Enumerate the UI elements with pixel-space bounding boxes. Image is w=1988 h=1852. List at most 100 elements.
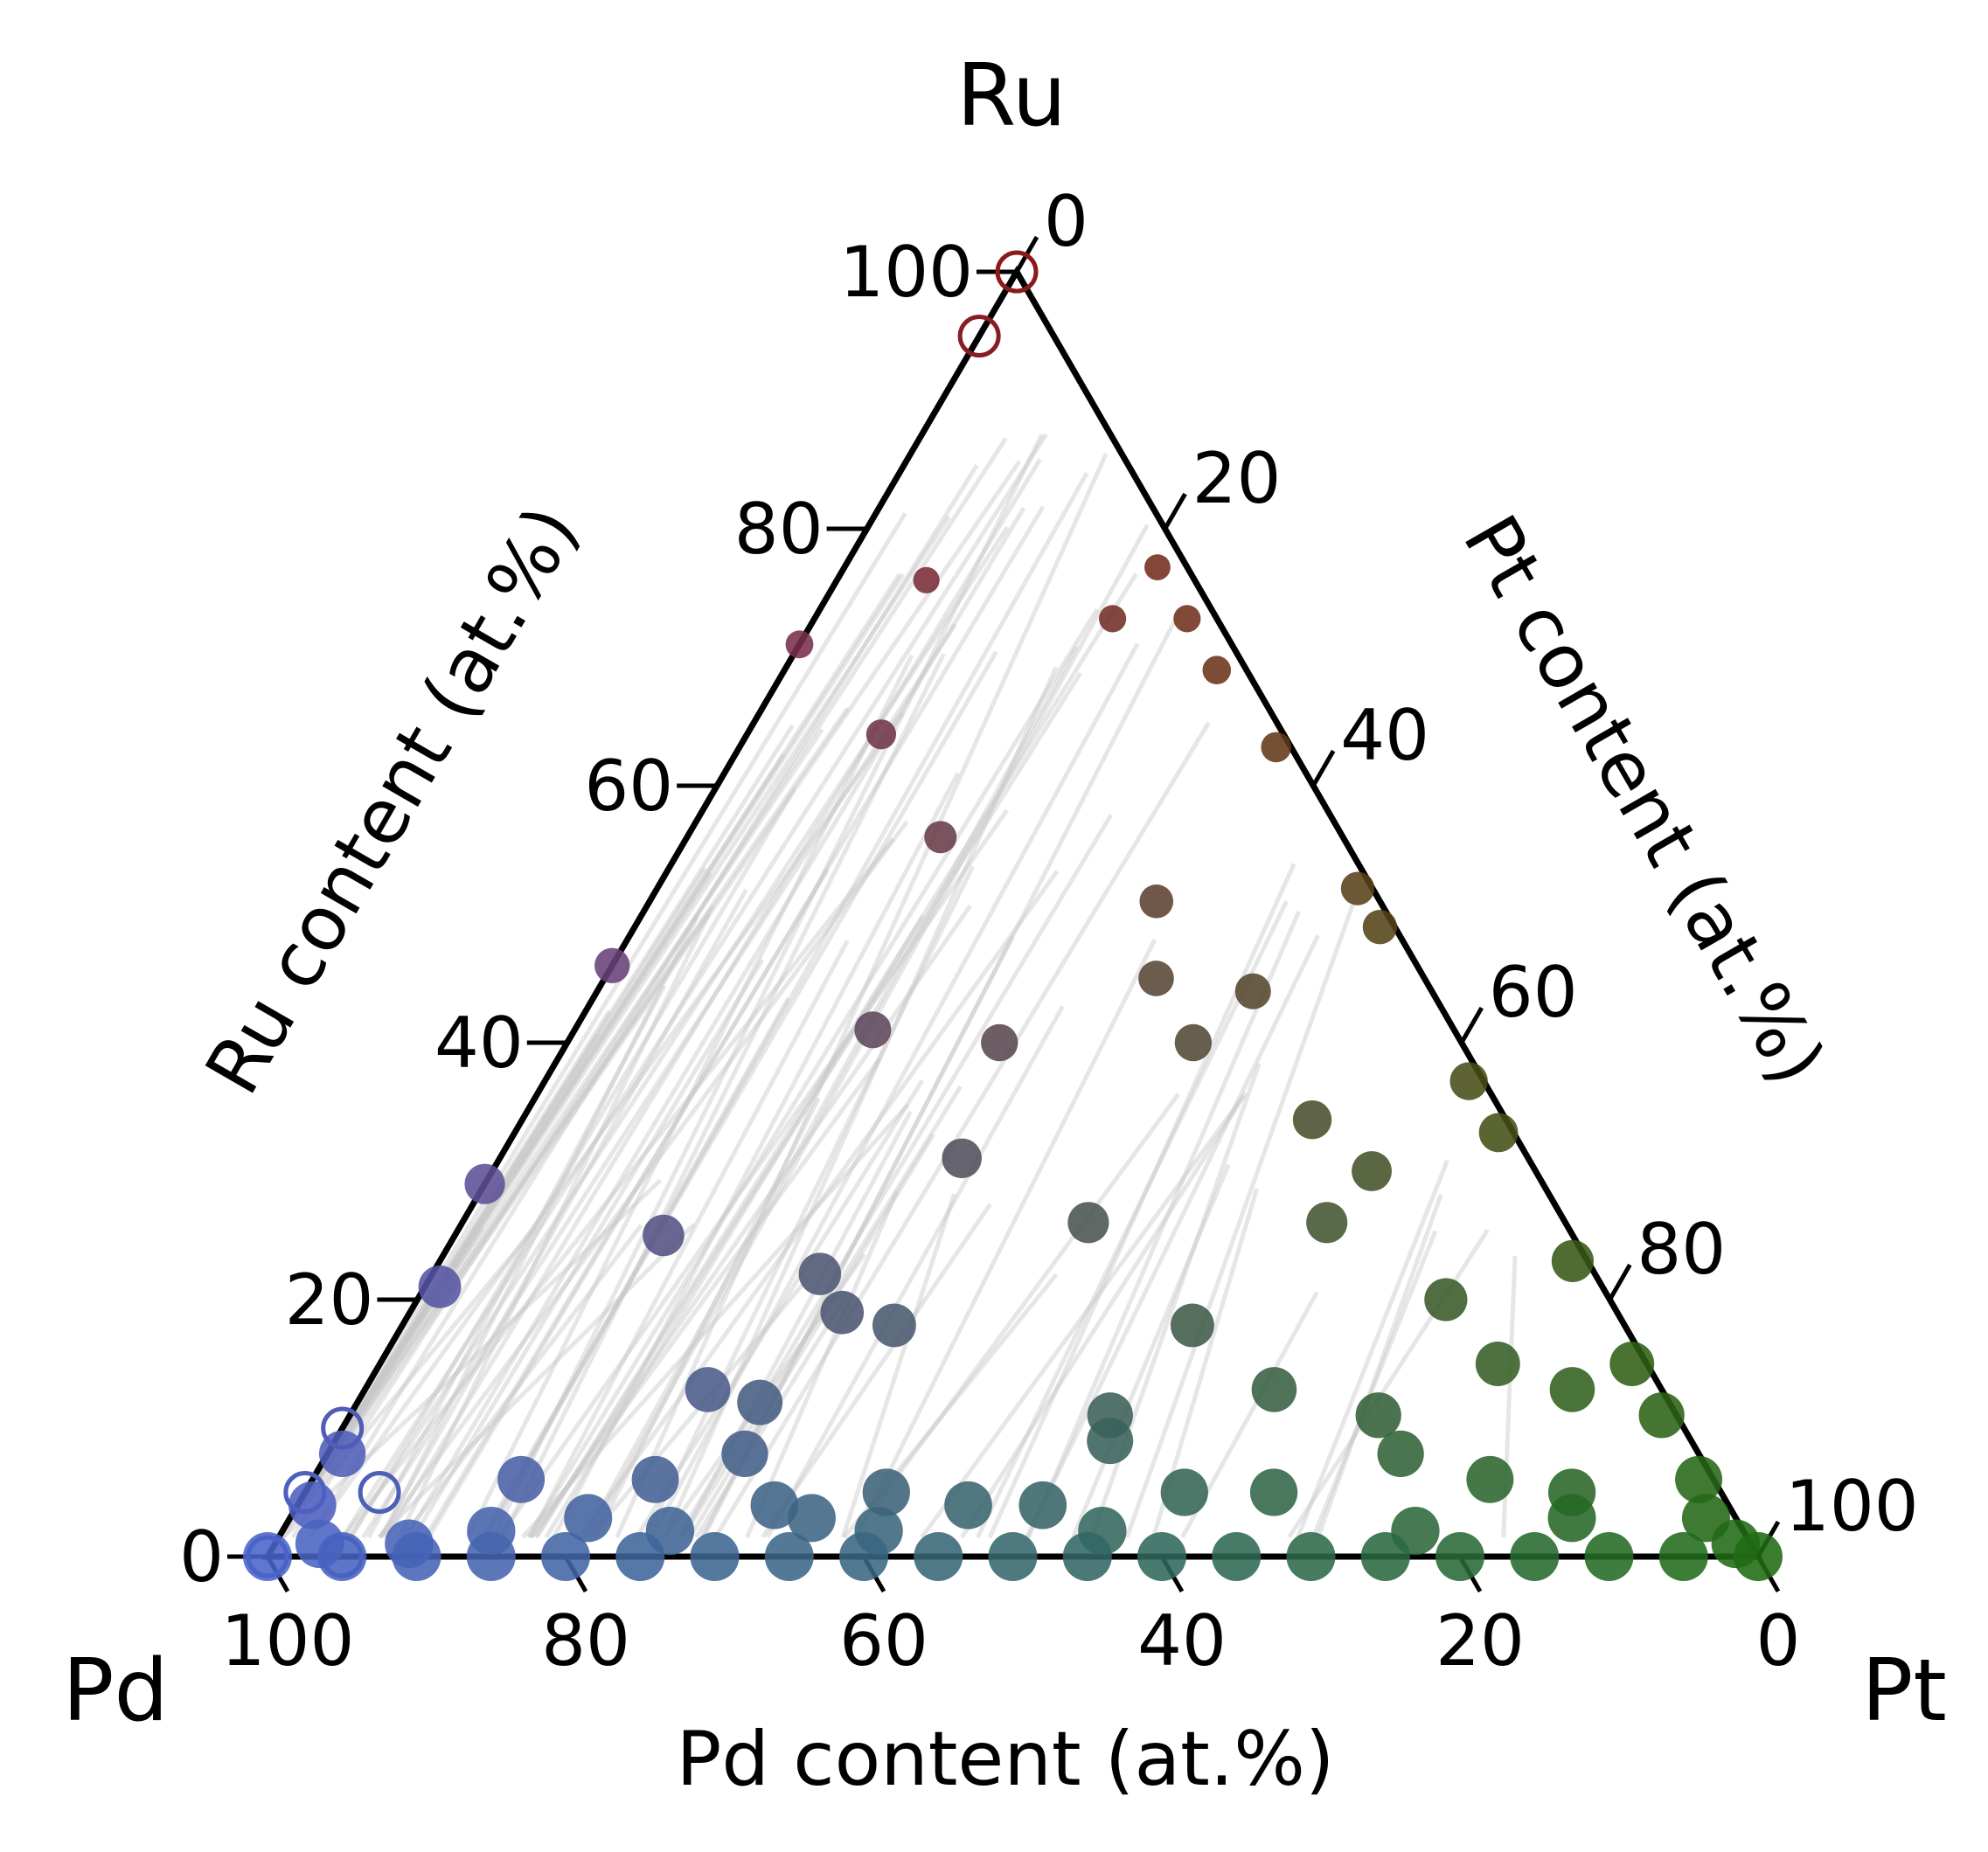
data-point bbox=[392, 1532, 441, 1581]
tie-line bbox=[349, 787, 797, 1539]
data-point bbox=[1249, 1468, 1298, 1516]
data-point bbox=[1062, 1532, 1112, 1581]
tie-line bbox=[582, 645, 1079, 1539]
tie-line bbox=[649, 642, 1140, 1539]
open-point bbox=[957, 315, 1001, 357]
tie-line bbox=[529, 905, 972, 1539]
data-point bbox=[1449, 1062, 1488, 1100]
tie-line bbox=[490, 434, 1044, 1539]
data-point bbox=[1549, 1367, 1595, 1412]
data-point bbox=[1138, 961, 1174, 996]
tie-line bbox=[378, 820, 909, 1539]
tie-line bbox=[276, 871, 713, 1539]
data-point bbox=[1584, 1532, 1634, 1581]
data-point bbox=[944, 1481, 992, 1529]
tie-line bbox=[341, 836, 895, 1539]
tie-line bbox=[411, 958, 765, 1539]
right-tick-label: 20 bbox=[1192, 438, 1282, 519]
tie-line bbox=[987, 863, 1296, 1538]
corner-label-left: Pd bbox=[62, 1641, 168, 1741]
data-point bbox=[1144, 554, 1171, 581]
data-point bbox=[1340, 871, 1375, 905]
data-point bbox=[1362, 910, 1398, 945]
tie-line bbox=[276, 706, 850, 1539]
data-point bbox=[1675, 1455, 1723, 1503]
data-point bbox=[942, 1138, 982, 1179]
bottom-axis-title: Pd content (at.%) bbox=[677, 1716, 1335, 1803]
tie-line bbox=[276, 905, 715, 1539]
data-point bbox=[1067, 1202, 1109, 1244]
tie-line bbox=[404, 507, 1026, 1539]
data-point bbox=[564, 1494, 613, 1543]
data-point bbox=[643, 1214, 685, 1257]
data-point bbox=[594, 947, 630, 983]
tie-line bbox=[377, 1223, 696, 1539]
data-point bbox=[466, 1532, 516, 1581]
data-point bbox=[1292, 1099, 1332, 1140]
data-point bbox=[721, 1430, 768, 1478]
tie-line bbox=[634, 1079, 925, 1539]
data-point bbox=[1202, 655, 1232, 684]
data-point bbox=[1160, 1468, 1208, 1516]
tie-line bbox=[483, 996, 791, 1539]
tie-line bbox=[281, 460, 1022, 1539]
data-point bbox=[785, 630, 814, 659]
tie-line bbox=[527, 940, 850, 1539]
tie-line bbox=[480, 650, 998, 1539]
data-point bbox=[1251, 1367, 1297, 1412]
data-point bbox=[497, 1455, 546, 1503]
tie-line bbox=[745, 1190, 900, 1538]
data-point bbox=[924, 821, 957, 854]
tie-line bbox=[1316, 1193, 1443, 1538]
data-point bbox=[1551, 1239, 1595, 1282]
data-point bbox=[1170, 1303, 1214, 1348]
tie-line bbox=[497, 808, 1010, 1539]
tie-line bbox=[380, 913, 700, 1539]
tie-line bbox=[276, 515, 951, 1539]
data-point bbox=[464, 1163, 505, 1204]
data-point bbox=[1099, 605, 1127, 633]
tie-line bbox=[1025, 933, 1320, 1539]
tie-line bbox=[529, 1057, 882, 1539]
data-point bbox=[1139, 884, 1174, 919]
data-point bbox=[1638, 1392, 1685, 1439]
tie-line bbox=[427, 505, 1046, 1539]
data-point bbox=[1173, 605, 1201, 633]
right-tick-label: 100 bbox=[1785, 1466, 1919, 1547]
data-point bbox=[1510, 1532, 1560, 1581]
data-point bbox=[798, 1252, 842, 1295]
tie-line bbox=[713, 721, 1211, 1539]
tie-line bbox=[534, 671, 1082, 1539]
data-point bbox=[1377, 1430, 1424, 1478]
tie-line bbox=[1311, 1230, 1438, 1538]
left-tick-label: 60 bbox=[584, 746, 673, 827]
left-tick-label: 20 bbox=[285, 1259, 374, 1341]
tie-line bbox=[340, 433, 1048, 1539]
right-tick-label: 80 bbox=[1637, 1209, 1726, 1290]
tie-line bbox=[643, 865, 975, 1539]
tie-line bbox=[483, 472, 1089, 1539]
data-point bbox=[1609, 1342, 1655, 1386]
data-point bbox=[750, 1481, 799, 1529]
data-point bbox=[1360, 1532, 1410, 1581]
tie-line bbox=[520, 1103, 910, 1539]
tie-line bbox=[533, 572, 1138, 1539]
tie-line bbox=[384, 458, 1042, 1539]
open-point bbox=[283, 1471, 327, 1514]
left-tick-label: 100 bbox=[839, 232, 973, 313]
tie-line bbox=[396, 912, 711, 1539]
tie-line bbox=[290, 437, 1008, 1539]
data-point bbox=[1087, 1418, 1134, 1465]
tie-line bbox=[840, 1193, 956, 1538]
data-point bbox=[1212, 1532, 1262, 1581]
tie-line bbox=[366, 984, 667, 1539]
data-point bbox=[685, 1367, 731, 1412]
tie-line bbox=[526, 607, 1100, 1539]
tie-line bbox=[423, 868, 830, 1539]
data-point bbox=[988, 1532, 1038, 1581]
data-point bbox=[690, 1532, 740, 1581]
data-point bbox=[1424, 1278, 1468, 1321]
tie-line bbox=[282, 1178, 663, 1539]
